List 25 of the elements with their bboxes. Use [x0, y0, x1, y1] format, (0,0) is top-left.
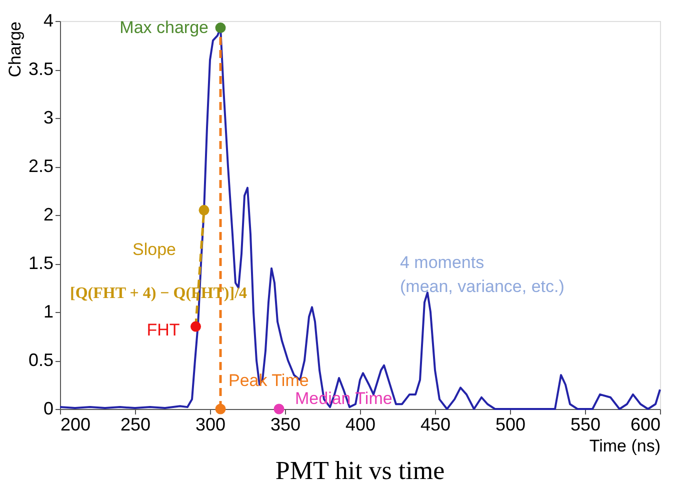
text: PMT hit vs time — [275, 456, 445, 485]
series-label: FHT — [146, 320, 180, 340]
x-tick-label: 600 — [630, 414, 660, 434]
x-tick-label: 400 — [345, 414, 376, 434]
y-tick-label: 0 — [43, 398, 54, 418]
y-tick-label: 1.5 — [28, 253, 54, 273]
series-label: Max charge — [120, 18, 208, 37]
y-tick-label: 2 — [43, 204, 54, 224]
y-tick-label: 3 — [43, 108, 54, 128]
x-tick-label: 300 — [195, 414, 226, 434]
x-tick-label: 350 — [270, 414, 301, 434]
x-tick-label: 550 — [570, 414, 601, 434]
annotation: 4 moments (mean, variance, etc.) — [400, 253, 564, 296]
y-axis-title: Charge — [5, 22, 24, 78]
y-tick-label: 0.5 — [28, 350, 54, 370]
y-tick-label: 1 — [43, 302, 54, 322]
x-tick-label: 250 — [120, 414, 151, 434]
x-tick-label: 450 — [420, 414, 451, 434]
x-tick-label: 500 — [495, 414, 526, 434]
y-tick-label: 4 — [43, 10, 54, 30]
text: Slope — [132, 240, 176, 260]
y-tick-label: 3.5 — [28, 59, 54, 79]
x-tick-label: 200 — [60, 414, 91, 434]
y-tick-label: 2.5 — [28, 156, 54, 176]
x-axis-title: Time (ns) — [589, 436, 660, 456]
